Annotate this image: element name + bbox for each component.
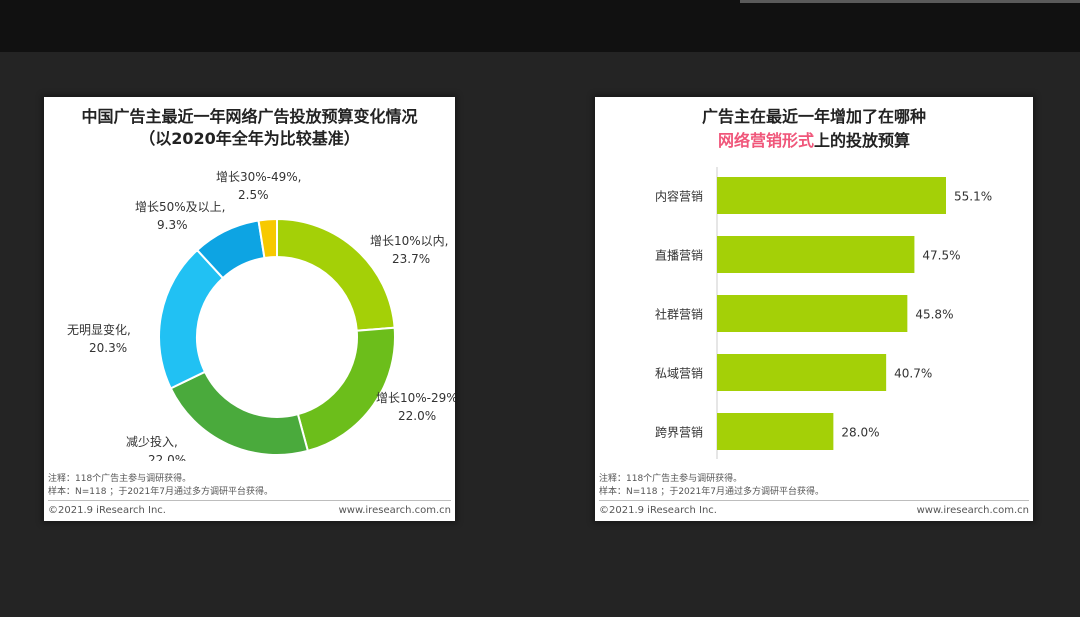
slice-value-label: 22.0% xyxy=(398,409,436,423)
bar-title: 广告主在最近一年增加了在哪种 xyxy=(701,107,926,126)
bar xyxy=(717,354,887,391)
slice-label: 增长50%及以上, xyxy=(135,200,226,214)
copyright: ©2021.9 iResearch Inc. xyxy=(599,505,717,516)
bar-title-line2: 网络营销形式上的投放预算 xyxy=(595,130,1033,152)
slice-label: 增长30%-49%, xyxy=(216,170,302,184)
website-link[interactable]: www.iresearch.com.cn xyxy=(338,505,451,516)
bar xyxy=(717,413,834,450)
note-line: 注释：118个广告主参与调研获得。 xyxy=(48,474,192,484)
bar-chart-panel: 广告主在最近一年增加了在哪种 网络营销形式上的投放预算 内容营销 55.1% 直播营… xyxy=(595,97,1033,521)
category-label: 私域营销 xyxy=(655,367,703,381)
category-label: 内容营销 xyxy=(655,189,703,204)
category-label: 社群营销 xyxy=(655,307,703,322)
bar xyxy=(717,177,946,214)
slice-label: 增长10%以内, xyxy=(370,234,449,248)
donut-slice xyxy=(158,248,225,390)
donut-subtitle: （以2020年全年为比较基准） xyxy=(139,129,360,148)
bar-value-label: 40.7% xyxy=(894,367,932,381)
bar-title-highlight: 网络营销形式 xyxy=(717,131,814,150)
note-line: 注释：118个广告主参与调研获得。 xyxy=(599,474,743,484)
donut-chart-panel: 中国广告主最近一年网络广告投放预算变化情况 （以2020年全年为比较基准） 增长… xyxy=(44,97,455,521)
sample-line: 样本：N=118 ；于2021年7月通过多方调研平台获得。 xyxy=(599,487,824,497)
bar-value-label: 28.0% xyxy=(841,426,879,440)
footer-divider xyxy=(599,500,1029,501)
slice-value-label: 9.3% xyxy=(157,218,188,232)
slice-value-label: 23.7% xyxy=(392,252,430,266)
bar-value-label: 45.8% xyxy=(915,308,953,322)
bar xyxy=(717,295,908,332)
donut-slice xyxy=(257,217,278,260)
bar-title-rest: 上的投放预算 xyxy=(814,131,911,150)
donut-slice xyxy=(296,326,396,453)
copyright: ©2021.9 iResearch Inc. xyxy=(48,505,166,516)
donut-slice xyxy=(169,370,310,456)
category-label: 直播营销 xyxy=(655,249,703,263)
bar-chart: 内容营销 55.1% 直播营销 47.5% 社群营销 45.8% 私域营销 40.7% 跨界营销… xyxy=(655,167,992,459)
donut-title: 中国广告主最近一年网络广告投放预算变化情况 xyxy=(81,107,418,126)
bar-value-label: 55.1% xyxy=(954,190,992,204)
slice-label: 无明显变化, xyxy=(67,322,131,337)
footer-divider xyxy=(48,500,451,501)
slice-value-label: 2.5% xyxy=(238,188,269,202)
slice-label: 增长10%-29%, xyxy=(376,391,455,405)
top-bar xyxy=(0,0,1080,52)
category-label: 跨界营销 xyxy=(655,426,703,440)
slice-value-label: 20.3% xyxy=(89,341,127,355)
bar-value-label: 47.5% xyxy=(922,249,960,263)
slice-label: 减少投入, xyxy=(126,434,178,449)
website-link[interactable]: www.iresearch.com.cn xyxy=(916,505,1029,516)
bar xyxy=(717,236,915,273)
sample-line: 样本：N=118 ；于2021年7月通过多方调研平台获得。 xyxy=(48,487,273,497)
top-bar-accent xyxy=(740,0,1080,3)
slice-value-label: 22.0% xyxy=(148,453,186,461)
donut-chart: 增长10%以内, 23.7% 增长10%-29%, 22.0% 减少投入, 22.0% 无明… xyxy=(67,170,455,461)
